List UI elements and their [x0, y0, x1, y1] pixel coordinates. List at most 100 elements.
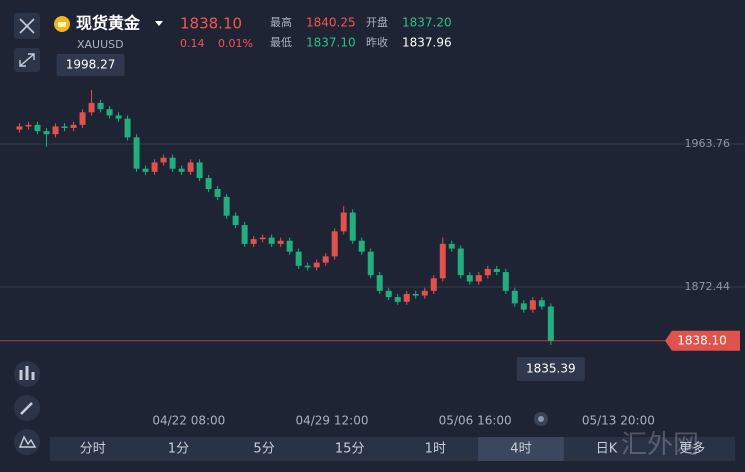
- candle-body: [97, 102, 104, 110]
- candle-body: [430, 278, 437, 291]
- symbol: XAUUSD: [77, 38, 124, 51]
- candle-body: [250, 239, 257, 244]
- candle-body: [187, 162, 194, 172]
- candle-body: [520, 303, 527, 310]
- candle-body: [52, 126, 59, 135]
- max-label: 1998.27: [66, 57, 116, 71]
- tabs: 分时 1分 5分 15分 1时 4时 日K 更多: [80, 437, 705, 461]
- high-label: 最高: [270, 15, 292, 29]
- candle-body: [286, 240, 293, 252]
- x-tick-label: 05/06 16:00: [439, 414, 512, 428]
- candle-body: [304, 265, 311, 268]
- candle-body: [439, 243, 446, 279]
- candle-body: [106, 109, 113, 116]
- candle-body: [421, 290, 428, 296]
- candle-body: [412, 293, 419, 296]
- close-icon: [19, 18, 35, 34]
- tab-selected-bg: [478, 437, 564, 461]
- watermark: 汇外网: [621, 430, 699, 460]
- candle-body: [142, 168, 149, 172]
- open: 1837.20: [402, 16, 452, 30]
- tab[interactable]: 15分: [335, 442, 365, 457]
- candle-body: [178, 168, 185, 172]
- candle-body: [538, 300, 545, 307]
- candle-body: [196, 162, 203, 179]
- low: 1837.10: [306, 36, 356, 50]
- candle-body: [529, 300, 536, 310]
- last-price-tag: [665, 330, 740, 351]
- candle-body: [16, 126, 23, 130]
- tab[interactable]: 1时: [425, 442, 446, 457]
- last-price-label: 1838.10: [677, 333, 727, 347]
- chart-type-icon: [18, 435, 37, 448]
- min-label-box: [516, 357, 585, 382]
- tab[interactable]: 分时: [80, 442, 106, 457]
- x-tick-label: 04/29 12:00: [295, 414, 368, 428]
- tab[interactable]: 4时: [510, 442, 531, 457]
- candle-body: [295, 251, 302, 266]
- candle-body: [322, 256, 329, 263]
- gold-bar: [58, 22, 66, 27]
- change-pct: 0.01%: [218, 37, 253, 50]
- tab[interactable]: 1分: [168, 442, 189, 457]
- candle-body: [484, 268, 491, 276]
- candle-body: [43, 131, 50, 135]
- open-label: 开盘: [366, 15, 388, 29]
- change: 0.14: [180, 37, 205, 50]
- candle-body: [367, 251, 374, 276]
- candle-body: [448, 243, 455, 249]
- expand-icon: [19, 53, 35, 67]
- tab[interactable]: 日K: [596, 442, 618, 457]
- candle-body: [205, 178, 212, 190]
- candle-body: [88, 102, 95, 113]
- candle-body: [70, 124, 77, 128]
- candle-body: [34, 124, 41, 132]
- candle-body: [223, 196, 230, 216]
- candle-body: [61, 126, 68, 128]
- candle-body: [277, 240, 284, 244]
- candle-body: [376, 275, 383, 291]
- candle-body: [394, 297, 401, 302]
- candle-body: [160, 157, 167, 163]
- candle-body: [403, 293, 410, 302]
- candle-body: [385, 290, 392, 298]
- dropdown-arrow[interactable]: [155, 21, 163, 26]
- candle-body: [241, 225, 248, 244]
- candle-body: [457, 248, 464, 276]
- prev-close-label: 昨收: [366, 35, 388, 49]
- tab[interactable]: 更多: [679, 441, 705, 457]
- candle-body: [349, 212, 356, 241]
- candle-body: [214, 189, 221, 197]
- prev-close: 1837.96: [402, 36, 452, 50]
- price: 1838.10: [180, 15, 242, 33]
- instrument-name: 现货黄金: [76, 14, 141, 33]
- tab-bar: [50, 437, 735, 461]
- low-label: 最低: [270, 36, 292, 49]
- candle-body: [268, 237, 275, 244]
- candle-body: [79, 112, 86, 125]
- scroll-dot-inner: [538, 416, 544, 422]
- tab[interactable]: 5分: [253, 442, 274, 457]
- max-label-box: [56, 53, 125, 76]
- candle-body: [502, 272, 509, 291]
- draw-icon: [20, 402, 33, 415]
- candle-body: [511, 290, 518, 304]
- candle-body: [124, 118, 131, 138]
- y-tick-label: 1963.76: [685, 137, 731, 150]
- candle-body: [547, 306, 554, 341]
- candle-body: [340, 212, 347, 232]
- candle-body: [331, 231, 338, 257]
- candle-body: [115, 115, 122, 119]
- candle-body: [313, 262, 320, 268]
- high: 1840.25: [306, 16, 356, 30]
- candle-body: [466, 275, 473, 282]
- candle-body: [169, 157, 176, 169]
- candle-body: [475, 275, 482, 282]
- candle-body: [151, 162, 158, 172]
- candle-body: [232, 215, 239, 226]
- min-label: 1835.39: [526, 362, 576, 376]
- candle-body: [493, 268, 500, 273]
- candle-body: [358, 240, 365, 252]
- plot: 1963.76 1872.44 04/22 08:00 04/29 12:00 05/0…: [0, 53, 745, 428]
